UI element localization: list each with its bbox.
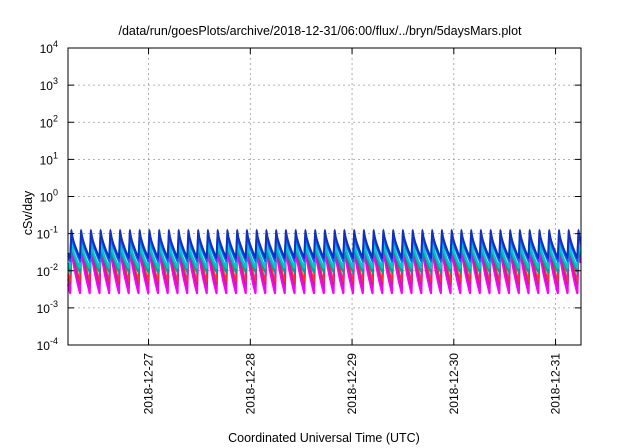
x-tick-label: 2018-12-29 <box>345 353 359 415</box>
y-axis-label: cSv/day <box>21 190 35 235</box>
x-tick-label: 2018-12-27 <box>142 353 156 415</box>
y-tick-label: 10-2 <box>37 262 58 279</box>
x-tick-label: 2018-12-30 <box>447 353 461 415</box>
grid-layer <box>68 47 581 346</box>
y-tick-label: 104 <box>40 39 58 56</box>
x-axis: 2018-12-27 2018-12-28 2018-12-29 2018-12-30… <box>142 48 563 414</box>
y-tick-label: 10-3 <box>37 299 58 316</box>
y-tick-label: 10-1 <box>37 225 58 242</box>
y-axis: 10-4 10-3 10-2 10-1 100 101 102 103 104 <box>37 39 581 353</box>
series-layer <box>67 228 582 295</box>
y-tick-label: 103 <box>40 76 58 93</box>
y-tick-label: 100 <box>40 188 58 205</box>
y-tick-label: 101 <box>40 150 58 167</box>
x-tick-label: 2018-12-31 <box>549 353 563 415</box>
chart-title: /data/run/goesPlots/archive/2018-12-31/0… <box>118 24 522 38</box>
x-tick-label: 2018-12-28 <box>243 353 257 415</box>
y-tick-label: 102 <box>40 113 58 130</box>
y-tick-label: 10-4 <box>37 336 58 353</box>
series-line <box>67 229 582 259</box>
x-axis-label: Coordinated Universal Time (UTC) <box>228 431 420 445</box>
